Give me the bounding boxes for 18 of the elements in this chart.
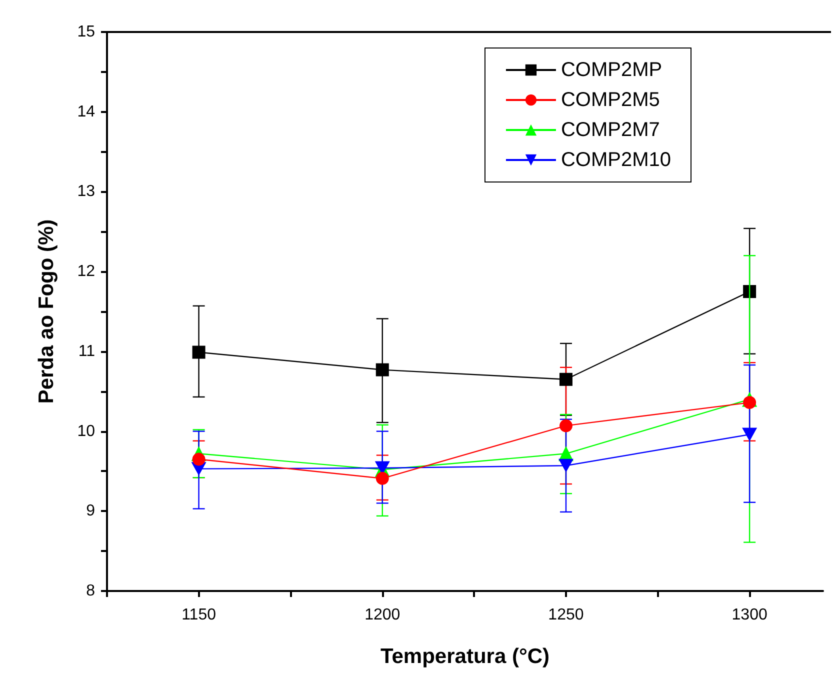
y-tick-label: 12	[77, 263, 96, 280]
legend-label: COMP2MP	[560, 59, 662, 81]
y-tick-label: 13	[77, 183, 96, 200]
x-tick-label: 1150	[182, 606, 216, 624]
x-tick-label: 1200	[364, 606, 400, 624]
legend-label: COMP2M7	[560, 119, 660, 141]
x-tick-label: 1250	[548, 606, 584, 624]
x-tick-label: 1300	[732, 606, 768, 624]
x-axis-title: Temperatura (°C)	[380, 645, 550, 668]
y-axis-title: Perda ao Fogo (%)	[35, 219, 58, 404]
y-tick-label: 15	[77, 24, 96, 40]
y-tick-label: 9	[86, 502, 96, 520]
y-tick-label: 14	[77, 103, 96, 120]
y-tick-label: 8	[86, 582, 96, 600]
legend-label: COMP2M5	[560, 89, 660, 111]
y-tick-label: 11	[78, 342, 96, 360]
legend-label: COMP2M10	[560, 149, 671, 171]
y-tick-label: 10	[77, 422, 96, 440]
